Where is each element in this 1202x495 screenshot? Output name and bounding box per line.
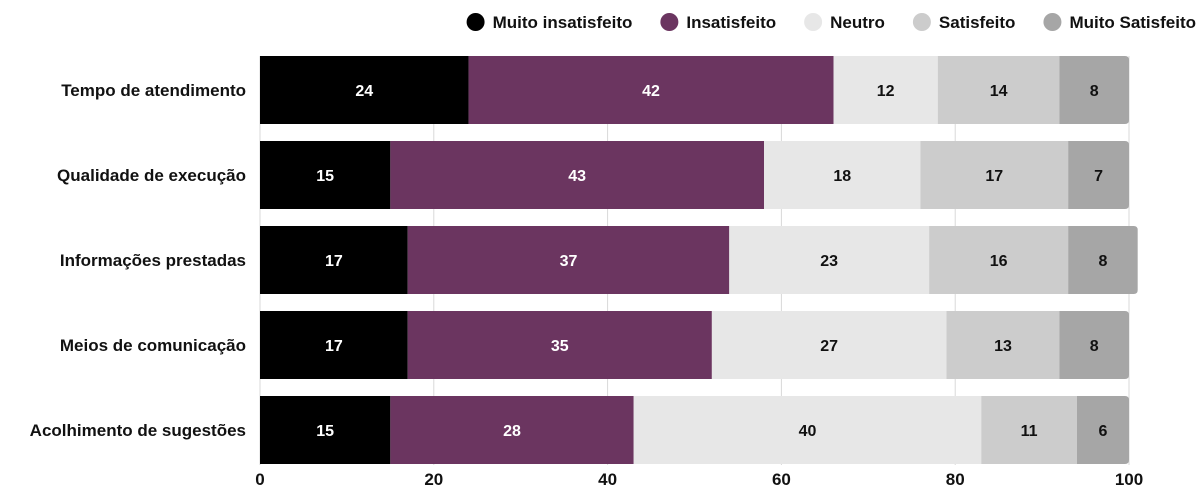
bar-insatisfeito-qualidade-de-execucao (390, 141, 765, 209)
data-label-insatisfeito-meios-de-comunicacao: 35 (551, 338, 569, 355)
data-labels: 24 42 12 14 8 15 43 18 17 7 17 37 23 16 8 17 35 27 13 8 15 28… (316, 83, 1107, 440)
legend-swatch-muito-insatisfeito (466, 13, 485, 31)
bar-satisfeito-meios-de-comunicacao (946, 311, 1060, 379)
legend-label-neutro: Neutro (830, 13, 885, 32)
data-label-satisfeito-tempo-de-atendimento: 14 (990, 83, 1008, 100)
legend: Muito insatisfeito Insatisfeito Neutro Sati… (466, 13, 1196, 32)
data-label-satisfeito-acolhimento-de-sugestoes: 11 (1021, 423, 1038, 440)
legend-item-neutro: Neutro (804, 13, 885, 32)
data-label-insatisfeito-tempo-de-atendimento: 42 (642, 83, 660, 100)
legend-swatch-insatisfeito (660, 13, 679, 31)
category-labels: Tempo de atendimento Qualidade de execuçã… (30, 81, 246, 440)
legend-item-muito-satisfeito: Muito Satisfeito (1043, 13, 1196, 32)
data-label-muito-satisfeito-tempo-de-atendimento: 8 (1090, 83, 1099, 100)
bar-satisfeito-qualidade-de-execucao (920, 141, 1069, 209)
data-label-neutro-acolhimento-de-sugestoes: 40 (799, 423, 817, 440)
x-tick-label-40: 40 (598, 470, 617, 489)
data-label-insatisfeito-acolhimento-de-sugestoes: 28 (503, 423, 521, 440)
legend-label-muito-insatisfeito: Muito insatisfeito (493, 13, 633, 32)
data-label-insatisfeito-informacoes-prestadas: 37 (560, 253, 578, 270)
bar-muito-insatisfeito-meios-de-comunicacao (260, 311, 408, 379)
bar-muito-satisfeito-tempo-de-atendimento (1059, 56, 1129, 124)
data-label-muito-satisfeito-acolhimento-de-sugestoes: 6 (1098, 423, 1107, 440)
data-label-muito-satisfeito-qualidade-de-execucao: 7 (1094, 168, 1103, 185)
bar-satisfeito-acolhimento-de-sugestoes (981, 396, 1077, 464)
legend-swatch-neutro (804, 13, 823, 31)
category-label-qualidade-de-execucao: Qualidade de execução (57, 166, 246, 185)
legend-label-insatisfeito: Insatisfeito (686, 13, 776, 32)
bar-muito-insatisfeito-qualidade-de-execucao (260, 141, 391, 209)
legend-item-satisfeito: Satisfeito (912, 13, 1016, 32)
bar-neutro-qualidade-de-execucao (764, 141, 921, 209)
bar-muito-satisfeito-informacoes-prestadas (1068, 226, 1138, 294)
bar-neutro-tempo-de-atendimento (833, 56, 938, 124)
data-label-satisfeito-meios-de-comunicacao: 13 (994, 338, 1012, 355)
bar-muito-insatisfeito-informacoes-prestadas (260, 226, 408, 294)
x-tick-label-20: 20 (424, 470, 443, 489)
data-label-muito-insatisfeito-qualidade-de-execucao: 15 (316, 168, 334, 185)
bar-insatisfeito-tempo-de-atendimento (468, 56, 834, 124)
bar-insatisfeito-informacoes-prestadas (407, 226, 730, 294)
x-axis-ticks: 0 20 40 60 80 100 (255, 470, 1143, 489)
bar-muito-satisfeito-meios-de-comunicacao (1059, 311, 1129, 379)
bar-satisfeito-informacoes-prestadas (929, 226, 1069, 294)
x-tick-label-80: 80 (946, 470, 965, 489)
legend-item-muito-insatisfeito: Muito insatisfeito (466, 13, 633, 32)
data-label-neutro-qualidade-de-execucao: 18 (833, 168, 851, 185)
legend-swatch-satisfeito (912, 13, 931, 31)
data-label-neutro-meios-de-comunicacao: 27 (820, 338, 838, 355)
data-label-satisfeito-qualidade-de-execucao: 17 (985, 168, 1003, 185)
bar-muito-satisfeito-qualidade-de-execucao (1068, 141, 1129, 209)
data-label-muito-satisfeito-informacoes-prestadas: 8 (1098, 253, 1107, 270)
category-label-acolhimento-de-sugestoes: Acolhimento de sugestões (30, 421, 246, 440)
data-label-muito-insatisfeito-acolhimento-de-sugestoes: 15 (316, 423, 334, 440)
bar-muito-satisfeito-acolhimento-de-sugestoes (1076, 396, 1129, 464)
legend-label-satisfeito: Satisfeito (939, 13, 1016, 32)
data-label-neutro-tempo-de-atendimento: 12 (877, 83, 895, 100)
legend-label-muito-satisfeito: Muito Satisfeito (1069, 13, 1196, 32)
legend-swatch-muito-satisfeito (1043, 13, 1062, 31)
x-tick-label-0: 0 (255, 470, 264, 489)
data-label-satisfeito-informacoes-prestadas: 16 (990, 253, 1008, 270)
category-label-informacoes-prestadas: Informações prestadas (60, 251, 246, 270)
bar-neutro-informacoes-prestadas (729, 226, 930, 294)
data-label-muito-insatisfeito-meios-de-comunicacao: 17 (325, 338, 343, 355)
bar-insatisfeito-acolhimento-de-sugestoes (390, 396, 634, 464)
x-tick-label-60: 60 (772, 470, 791, 489)
x-tick-label-100: 100 (1115, 470, 1143, 489)
legend-item-insatisfeito: Insatisfeito (660, 13, 776, 32)
bar-muito-insatisfeito-tempo-de-atendimento (260, 56, 469, 124)
bar-neutro-meios-de-comunicacao (711, 311, 947, 379)
category-label-meios-de-comunicacao: Meios de comunicação (60, 336, 246, 355)
data-label-insatisfeito-qualidade-de-execucao: 43 (568, 168, 586, 185)
data-label-neutro-informacoes-prestadas: 23 (820, 253, 838, 270)
category-label-tempo-de-atendimento: Tempo de atendimento (61, 81, 246, 100)
bar-muito-insatisfeito-acolhimento-de-sugestoes (260, 396, 391, 464)
bar-insatisfeito-meios-de-comunicacao (407, 311, 712, 379)
bars (260, 56, 1138, 464)
bar-satisfeito-tempo-de-atendimento (937, 56, 1060, 124)
data-label-muito-insatisfeito-informacoes-prestadas: 17 (325, 253, 343, 270)
bar-neutro-acolhimento-de-sugestoes (633, 396, 982, 464)
data-label-muito-insatisfeito-tempo-de-atendimento: 24 (355, 83, 373, 100)
data-label-muito-satisfeito-meios-de-comunicacao: 8 (1090, 338, 1099, 355)
